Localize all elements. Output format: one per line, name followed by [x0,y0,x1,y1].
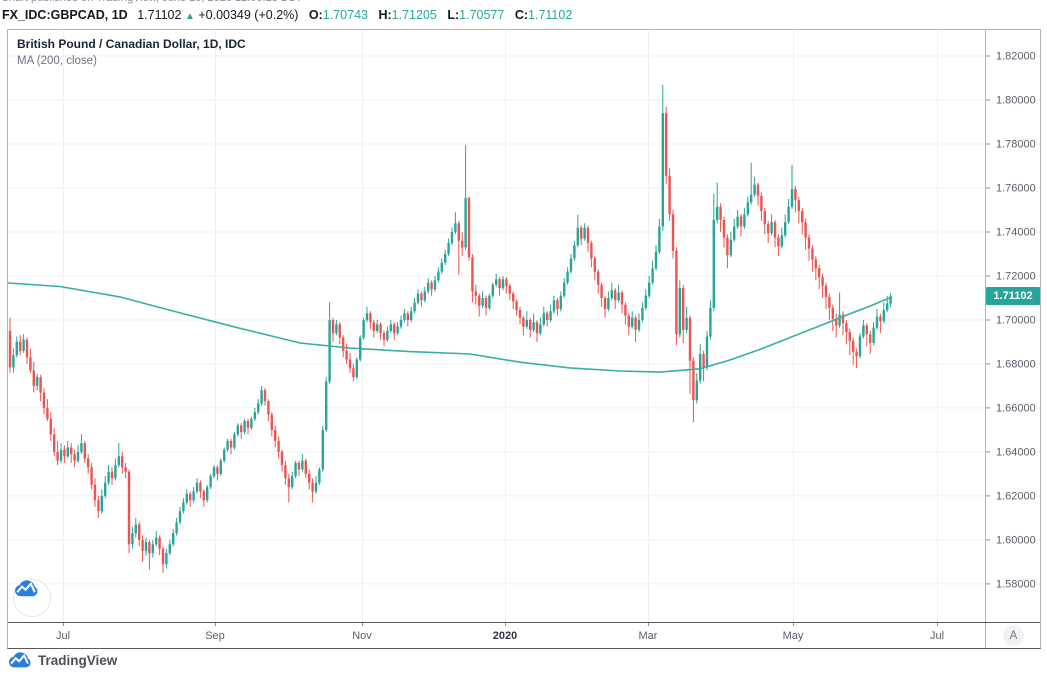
open-value: 1.70743 [322,8,368,22]
open-label: O: [308,8,323,22]
svg-text:Jul: Jul [930,630,944,642]
svg-text:1.58000: 1.58000 [996,578,1036,590]
svg-text:1.64000: 1.64000 [996,446,1036,458]
svg-text:May: May [783,630,804,642]
svg-text:Jul: Jul [56,630,70,642]
auto-scale-button[interactable]: A [1003,625,1024,646]
svg-text:Mar: Mar [639,630,658,642]
tradingview-cloud-icon [15,580,38,597]
high-value: 1.71205 [391,8,437,22]
tradingview-watermark-button[interactable] [13,579,51,617]
svg-text:1.70000: 1.70000 [996,315,1036,327]
legend-symbol-title: British Pound / Canadian Dollar, 1D, IDC [17,37,246,51]
low-label: L: [447,8,460,22]
svg-text:Nov: Nov [352,630,372,642]
svg-text:1.72000: 1.72000 [996,271,1036,283]
svg-text:1.82000: 1.82000 [996,51,1036,63]
chart-legend: British Pound / Canadian Dollar, 1D, IDC… [17,36,246,69]
close-value: 1.71102 [528,8,573,22]
svg-text:1.74000: 1.74000 [996,227,1036,239]
tradingview-logo-icon [8,652,31,668]
svg-text:1.66000: 1.66000 [996,402,1036,414]
svg-text:2020: 2020 [493,630,517,642]
close-label: C: [514,8,529,22]
svg-text:1.76000: 1.76000 [996,183,1036,195]
last-price: 1.71102 [137,8,182,22]
low-value: 1.70577 [459,8,505,22]
high-label: H: [378,8,392,22]
svg-text:1.60000: 1.60000 [996,534,1036,546]
clipped-caption: Chart published on TradingView, June 10,… [1,0,302,4]
symbol-name: FX_IDC:GBPCAD, 1D [2,8,128,22]
svg-text:Sep: Sep [205,630,225,642]
svg-text:1.68000: 1.68000 [996,358,1036,370]
price-change: +0.00349 (+0.2%) [198,8,299,22]
tradingview-attribution[interactable]: TradingView [8,652,117,669]
svg-text:1.80000: 1.80000 [996,95,1036,107]
symbol-ohlc-header: FX_IDC:GBPCAD, 1D 1.71102 ▲ +0.00349 (+0… [2,8,572,22]
brand-name: TradingView [38,653,118,668]
legend-ma-indicator: MA (200, close) [17,55,97,67]
price-chart-canvas[interactable]: 1.82000 1.80000 1.78000 1.76000 1.74000 1.720… [8,30,1040,648]
svg-text:1.62000: 1.62000 [996,490,1036,502]
up-arrow-icon: ▲ [184,11,195,22]
current-price-axis-label: 1.71102 [986,287,1040,305]
chart-panel: 1.82000 1.80000 1.78000 1.76000 1.74000 1.720… [7,29,1041,649]
svg-text:1.78000: 1.78000 [996,139,1036,151]
